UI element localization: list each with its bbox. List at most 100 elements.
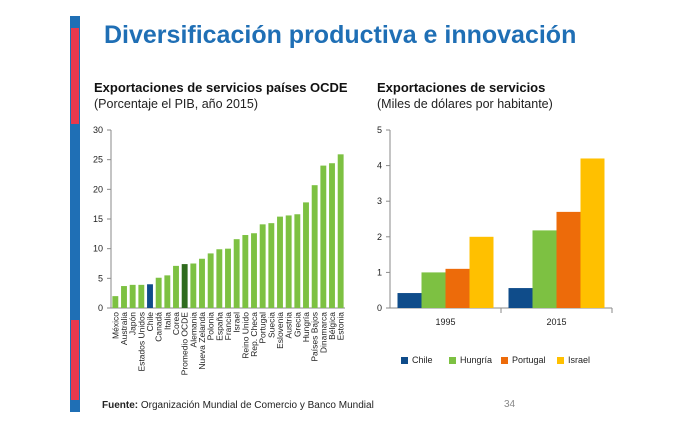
chart1-category-label: Hungría xyxy=(301,312,311,343)
legend-label: Israel xyxy=(568,355,591,365)
source-label: Fuente: xyxy=(102,400,139,411)
chart1-bar xyxy=(285,215,292,308)
chart1-bar xyxy=(311,185,318,308)
chart1-category-label: Reino Unido xyxy=(240,312,250,359)
chart2-category-label: 2015 xyxy=(546,317,566,327)
chart1-bar xyxy=(181,264,188,308)
chart1-bar xyxy=(199,258,205,308)
chart1-category-label: Portugal xyxy=(258,312,268,344)
chart1-y-tick-label: 15 xyxy=(93,214,103,224)
legend-label: Hungría xyxy=(460,355,493,365)
chart2-y-tick-label: 2 xyxy=(377,232,382,242)
chart1-category-label: España xyxy=(214,312,224,341)
chart1-category-label: Eslovenia xyxy=(275,312,285,349)
chart1-category-label: Chile xyxy=(145,312,155,332)
chart1-category-label: Austria xyxy=(284,312,294,339)
chart2-bar xyxy=(532,230,557,308)
chart1-category-label: Bélgica xyxy=(327,312,337,340)
chart1-y-tick-label: 5 xyxy=(98,273,103,283)
chart1-category-label: Israel xyxy=(232,312,242,333)
chart2-y-tick-label: 5 xyxy=(377,125,382,135)
chart1-category-label: Nueva Zelanda xyxy=(197,312,207,370)
chart1-y-tick-label: 0 xyxy=(98,303,103,313)
chart1-y-tick-label: 25 xyxy=(93,155,103,165)
legend-swatch xyxy=(501,356,508,364)
page-title: Diversificación productiva e innovación xyxy=(104,21,577,49)
chart1-bar xyxy=(216,249,223,308)
chart1-bar xyxy=(337,154,344,308)
chart1-bar xyxy=(233,239,240,308)
chart1-bar xyxy=(303,202,309,308)
chart1-bar xyxy=(190,263,197,308)
source-note: Fuente: Organización Mundial de Comercio… xyxy=(102,400,374,411)
chart1-bar xyxy=(329,163,335,308)
legend-item: Israel xyxy=(557,355,590,365)
chart1-bar xyxy=(147,284,153,308)
legend-item: Chile xyxy=(401,355,433,365)
chart2-bar xyxy=(469,236,494,308)
chart1-category-label: Japón xyxy=(128,312,138,335)
source-text: Organización Mundial de Comercio y Banco… xyxy=(140,400,374,411)
chart1-category-label: Estonia xyxy=(336,312,346,341)
chart1-category-label: Australia xyxy=(119,312,129,345)
legend-swatch xyxy=(449,356,456,364)
legend-label: Chile xyxy=(412,355,433,365)
chart1-category-label: Italia xyxy=(162,312,172,330)
chart1-bar xyxy=(129,284,136,308)
chart1-bar xyxy=(207,253,214,308)
chart1-category-label: Promedio OCDE xyxy=(180,312,190,376)
page-number: 34 xyxy=(504,399,516,410)
chart1-bar xyxy=(242,235,249,308)
legend-swatch xyxy=(557,356,564,364)
chart2-bar xyxy=(397,293,422,308)
chart1-category-label: Canadá xyxy=(154,312,164,342)
chart1-category-label: Rep. Checa xyxy=(249,312,259,357)
chart2-bar xyxy=(445,268,470,308)
chart1-bar xyxy=(112,296,119,308)
chart1-y-tick-label: 30 xyxy=(93,125,103,135)
chart1-category-label: Grecia xyxy=(292,312,302,337)
chart2-bar xyxy=(580,158,605,308)
chart1-y-tick-label: 20 xyxy=(93,184,103,194)
chart1-category-label: Polonia xyxy=(206,312,216,341)
chart1-bar xyxy=(155,277,162,308)
red-accent-bottom xyxy=(71,320,79,400)
chart1-category-label: Países Bajos xyxy=(310,312,320,362)
chart1-category-label: Francia xyxy=(223,312,233,341)
chart2-y-tick-label: 4 xyxy=(377,161,382,171)
chart2-bar xyxy=(508,288,533,308)
chart1-title: Exportaciones de servicios países OCDE xyxy=(94,80,348,95)
chart1-bar xyxy=(294,214,301,308)
chart1-category-label: México xyxy=(110,312,120,339)
legend-item: Portugal xyxy=(501,355,546,365)
chart1-bar xyxy=(121,286,127,308)
chart1-category-label: Alemania xyxy=(188,312,198,348)
chart1-bar xyxy=(173,265,179,308)
chart2-bar xyxy=(421,272,446,308)
chart1-y-tick-label: 10 xyxy=(93,244,103,254)
chart1-subtitle: (Porcentaje el PIB, año 2015) xyxy=(94,97,258,111)
chart2-subtitle: (Miles de dólares por habitante) xyxy=(377,97,553,111)
legend-label: Portugal xyxy=(512,355,546,365)
chart2-category-label: 1995 xyxy=(435,317,455,327)
chart2-bar xyxy=(556,211,581,308)
legend-swatch xyxy=(401,356,408,364)
red-accent-top xyxy=(71,28,79,124)
chart1-bar xyxy=(225,248,231,308)
chart1-bar xyxy=(251,233,257,308)
chart1-category-label: Estados Unidos xyxy=(136,312,146,372)
chart1-bar xyxy=(268,223,275,308)
chart1-category-label: Corea xyxy=(171,312,181,335)
left-accent-bar xyxy=(70,16,80,412)
chart1-bar xyxy=(277,216,283,308)
chart1-category-label: Dinamarca xyxy=(318,312,328,353)
chart1-bar xyxy=(138,284,145,308)
chart2-title: Exportaciones de servicios xyxy=(377,80,546,95)
legend-item: Hungría xyxy=(449,355,492,365)
chart2-y-tick-label: 3 xyxy=(377,196,382,206)
chart2-y-tick-label: 1 xyxy=(377,267,382,277)
chart1-bar xyxy=(320,165,327,308)
chart1-bar xyxy=(164,275,171,308)
chart1-bar xyxy=(259,224,266,308)
